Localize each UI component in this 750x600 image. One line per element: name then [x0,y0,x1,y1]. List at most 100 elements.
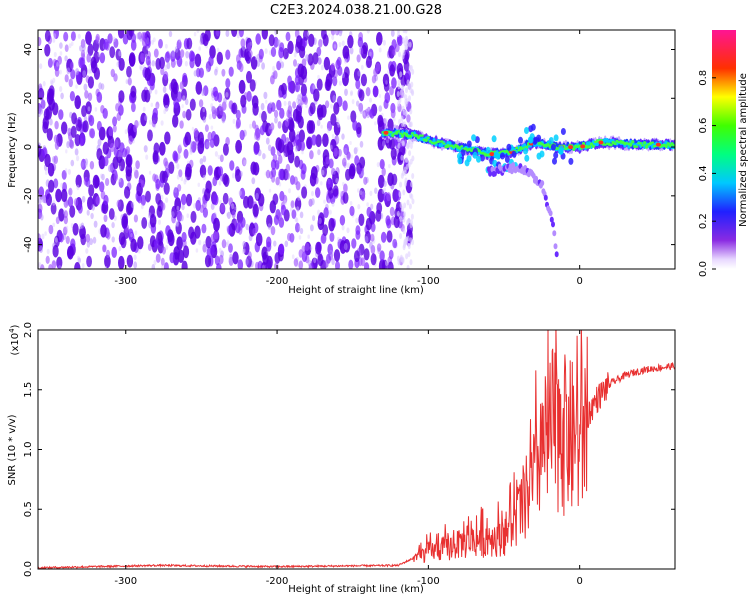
heatmap-cell [279,107,285,119]
heatmap-cell [236,32,240,39]
heatmap-cell [299,140,306,152]
heatmap-cell [336,117,339,122]
heatmap-cell [54,141,60,150]
heatmap-cell [164,51,171,63]
heatmap-cell [398,191,402,198]
heatmap-cell [218,166,224,177]
colorbar-tick-label: 0.4 [698,165,709,181]
heatmap-cell [77,33,81,39]
heatmap-cell [118,57,125,71]
heatmap-cell [664,144,668,149]
heatmap-cell [390,147,397,160]
heatmap-cell [144,67,151,82]
heatmap-cell [332,168,336,175]
heatmap-cell [553,134,559,142]
heatmap-cell [408,134,413,138]
heatmap-cell [523,147,529,155]
heatmap-cell [111,236,115,243]
heatmap-cell [202,200,207,210]
heatmap-cell [176,55,183,68]
heatmap-cell [104,266,108,269]
heatmap-cell [327,199,331,204]
heatmap-cell [195,248,199,253]
heatmap-cell [316,119,321,127]
heatmap-cell [181,260,188,269]
heatmap-cell [133,214,138,223]
heatmap-cell [376,162,380,168]
heatmap-cell [74,95,81,110]
heatmap-cell [170,87,178,101]
heatmap-cell [639,141,643,145]
heatmap-cell [181,204,185,211]
heatmap-cell [88,128,94,138]
heatmap-cell [353,68,361,82]
heatmap-cell [307,234,311,239]
heatmap-cell [643,141,647,145]
heatmap-cell [364,262,370,269]
heatmap-cell [318,217,322,225]
heatmap-cell [405,69,411,81]
heatmap-cell [349,163,356,177]
heatmap-cell [191,144,196,154]
heatmap-cell [219,154,224,163]
heatmap-cell [80,222,85,229]
heatmap-cell [184,98,189,106]
heatmap-cell [68,43,72,49]
heatmap-cell [60,188,68,202]
heatmap-cell [321,165,327,178]
heatmap-cell [341,224,345,231]
heatmap-cell [339,30,343,34]
heatmap-cell [396,210,400,217]
heatmap-cell [399,132,403,135]
heatmap-cell [491,135,497,143]
heatmap-cell [65,235,70,245]
heatmap-cell [53,155,58,164]
heatmap-cell [317,209,321,216]
heatmap-cell [163,157,168,167]
heatmap-cell [85,162,88,168]
heatmap-cell [205,141,210,148]
heatmap-cell [74,148,79,156]
heatmap-cell [351,238,357,249]
heatmap-cell [53,134,59,143]
heatmap-cell [194,53,202,67]
heatmap-cell [44,153,51,168]
heatmap-cell [263,91,268,100]
heatmap-cell [207,131,213,142]
heatmap-cell [126,66,132,78]
heatmap-cell [568,157,574,165]
snr-multiplier-exp: 4 [8,328,16,333]
heatmap-cell [213,217,220,232]
heatmap-cell [87,68,92,74]
heatmap-cell [118,50,122,57]
heatmap-cell [99,52,106,64]
heatmap-cell [137,236,144,250]
heatmap-cell [249,123,252,129]
heatmap-cell [401,133,405,138]
heatmap-cell [299,45,306,59]
heatmap-cell [232,118,236,124]
heatmap-cell [339,80,342,86]
heatmap-cell [53,30,59,40]
heatmap-cell [168,30,173,38]
heatmap-cell [346,162,350,169]
heatmap-cell [403,40,407,47]
heatmap-cell [83,83,88,92]
heatmap-cell [163,93,170,106]
heatmap-cell [315,241,322,255]
heatmap-cell [405,142,409,149]
heatmap-cell [350,90,354,96]
heatmap-cell [333,44,337,49]
heatmap-cell [346,151,351,159]
heatmap-cell [273,214,280,226]
heatmap-cell [303,30,309,41]
heatmap-cell [405,236,409,243]
heatmap-cell [118,104,124,116]
heatmap-cell [356,100,360,107]
heatmap-cell [141,32,146,41]
heatmap-cell [57,55,62,65]
heatmap-cell [86,209,90,216]
heatmap-cell [333,102,340,115]
heatmap-cell [84,158,89,166]
heatmap-cell [308,33,315,47]
